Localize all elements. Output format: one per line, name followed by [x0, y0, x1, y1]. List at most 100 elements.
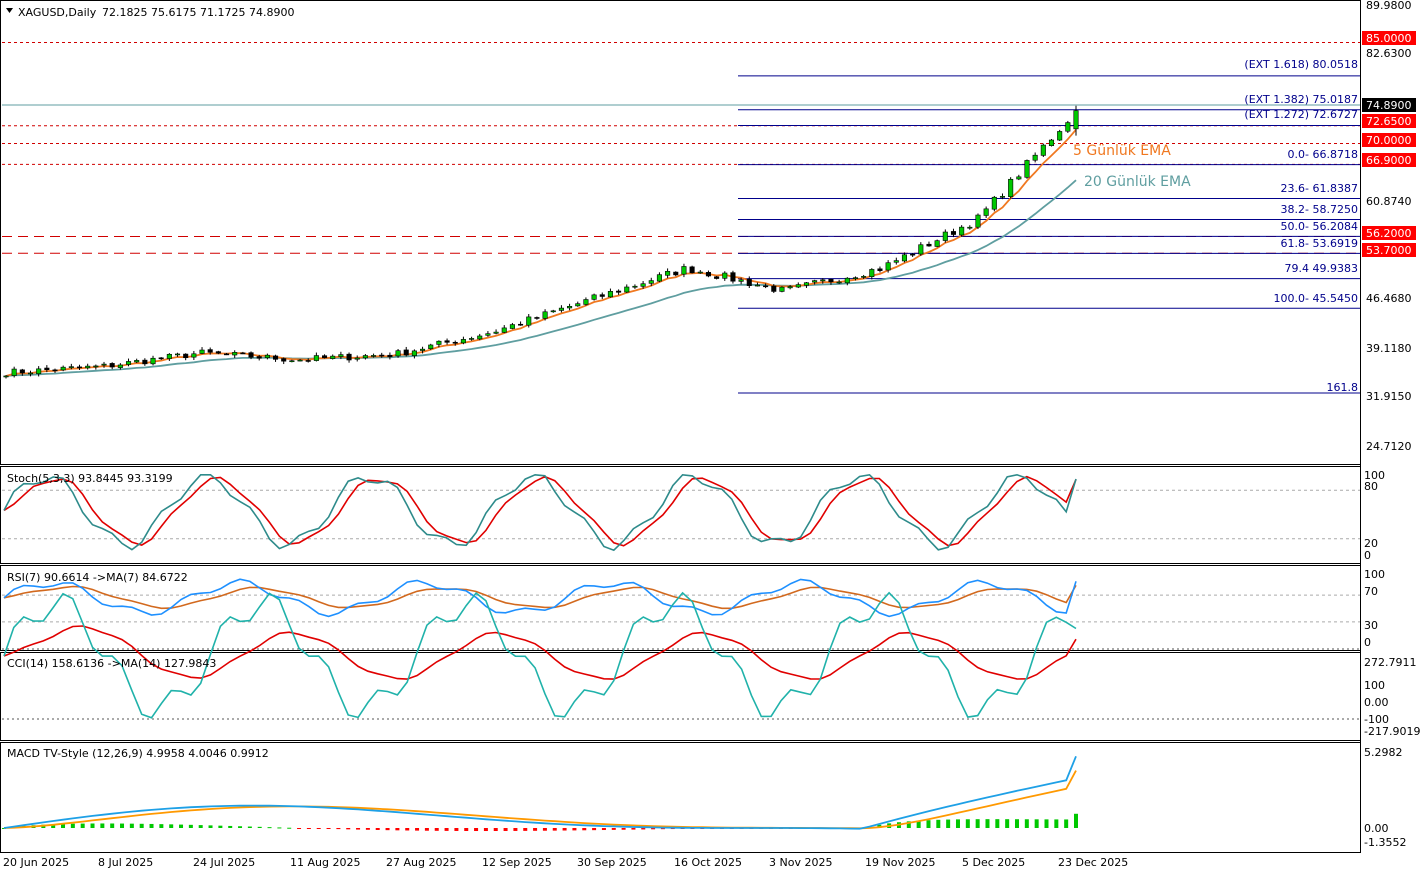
candle-body — [828, 279, 834, 283]
candle-body — [526, 316, 532, 326]
cci-tick: -217.9019 — [1364, 725, 1420, 738]
rsi-tick: 30 — [1364, 619, 1378, 632]
candle-body — [689, 266, 695, 274]
macd-histogram-bar — [1064, 819, 1069, 828]
candle-body — [109, 363, 115, 368]
candle-body — [501, 327, 507, 333]
candle-body — [305, 360, 311, 362]
macd-pane[interactable]: MACD TV-Style (12,26,9) 4.9958 4.0046 0.… — [2, 746, 1406, 849]
horizontal-levels — [2, 42, 1360, 254]
main-price-pane[interactable] — [2, 42, 1360, 394]
macd-histogram-bar — [405, 828, 410, 831]
candle-body — [836, 281, 842, 284]
candle-body — [469, 338, 475, 340]
candle-body — [19, 369, 25, 374]
macd-histogram-bar — [385, 828, 390, 831]
candle-body — [166, 353, 172, 359]
candle-body — [583, 299, 589, 305]
candle-body — [558, 307, 564, 311]
stochastic-pane[interactable]: Stoch(5,3,3) 93.8445 93.3199 100 80 20 0 — [2, 469, 1385, 562]
candle-body — [354, 357, 360, 360]
macd-histogram-bar — [316, 828, 321, 829]
candle-body — [918, 244, 924, 255]
candle-body — [926, 243, 932, 247]
candle-body — [297, 359, 303, 362]
candle-body — [60, 366, 66, 371]
time-label: 5 Dec 2025 — [962, 856, 1025, 869]
candle-body — [599, 294, 605, 297]
candle-body — [820, 279, 826, 282]
stoch-main-line — [3, 473, 1077, 552]
cci-ma-line — [3, 625, 1077, 680]
macd-histogram-bar — [70, 823, 75, 828]
macd-histogram-bar — [444, 828, 449, 831]
fibo-label: 23.6- 61.8387 — [1281, 182, 1358, 195]
candle-body — [803, 282, 809, 286]
time-label: 12 Sep 2025 — [482, 856, 552, 869]
macd-histogram-bar — [51, 824, 56, 828]
candle-body — [420, 348, 426, 351]
macd-histogram-bar — [336, 828, 341, 830]
candle-body — [861, 276, 867, 278]
macd-histogram-bar — [464, 828, 469, 831]
candle-body — [93, 365, 99, 368]
candle-body — [289, 360, 295, 363]
candle-body — [1073, 110, 1079, 130]
candle-body — [460, 339, 466, 344]
macd-histogram-bar — [129, 823, 134, 828]
candle-body — [1065, 122, 1071, 132]
macd-histogram-bar — [1074, 813, 1078, 828]
price-axis[interactable]: 89.9800 82.6300 60.8740 46.4680 39.1180 … — [1366, 0, 1412, 453]
macd-histogram-bar — [611, 828, 616, 830]
macd-histogram-bar — [1054, 819, 1059, 828]
fibo-label: 0.0- 66.8718 — [1288, 148, 1358, 161]
candle-body — [264, 354, 270, 359]
time-label: 19 Nov 2025 — [865, 856, 935, 869]
time-label: 24 Jul 2025 — [193, 856, 255, 869]
candle-body — [550, 310, 556, 313]
price-tick: 31.9150 — [1366, 390, 1412, 403]
fibo-label: (EXT 1.382) 75.0187 — [1244, 93, 1358, 106]
candle-body — [567, 306, 573, 309]
candle-body — [632, 285, 638, 288]
chart-header: XAGUSD,Daily 72.1825 75.6175 71.1725 74.… — [6, 6, 294, 19]
candles — [3, 105, 1079, 379]
time-axis[interactable]: 20 Jun 2025 8 Jul 2025 24 Jul 2025 11 Au… — [3, 856, 1128, 869]
candle-body — [477, 335, 483, 340]
candle-body — [485, 333, 491, 336]
price-tick: 24.7120 — [1366, 440, 1412, 453]
macd-histogram-bar — [454, 828, 459, 831]
level-tag-bg — [1362, 31, 1416, 45]
ema20-line — [5, 179, 1077, 377]
candle-body — [452, 341, 458, 344]
candle-body — [844, 277, 850, 284]
time-label: 8 Jul 2025 — [98, 856, 153, 869]
last-price-tag-bg — [1362, 98, 1416, 112]
ema5-label: 5 Günlük EMA — [1073, 143, 1171, 159]
candle-body — [281, 358, 287, 362]
rsi-pane[interactable]: RSI(7) 90.6614 ->MA(7) 84.6722 100 70 30… — [2, 568, 1385, 649]
candle-body — [575, 303, 581, 307]
cci-pane[interactable]: CCI(14) 158.6136 ->MA(14) 127.9843 272.7… — [2, 591, 1420, 738]
macd-histogram-bar — [582, 828, 587, 831]
macd-histogram-bar — [562, 828, 567, 831]
dropdown-triangle-icon[interactable] — [6, 8, 13, 13]
macd-histogram-bar — [965, 819, 970, 828]
macd-histogram-bar — [503, 828, 508, 831]
candle-body — [1024, 160, 1030, 178]
price-tick: 60.8740 — [1366, 195, 1412, 208]
candle-body — [68, 366, 74, 368]
rsi-tick: 70 — [1364, 585, 1378, 598]
candle-body — [942, 231, 948, 241]
cci-tick: 272.7911 — [1364, 656, 1417, 669]
level-tag: 85.0000 — [1366, 32, 1412, 45]
candle-body — [746, 279, 752, 286]
candle-body — [673, 271, 679, 276]
macd-histogram-bar — [375, 828, 380, 830]
macd-histogram-bar — [267, 827, 272, 829]
macd-main-line — [3, 755, 1077, 830]
rsi-title: RSI(7) 90.6614 ->MA(7) 84.6722 — [7, 571, 188, 584]
candle-body — [910, 253, 916, 256]
